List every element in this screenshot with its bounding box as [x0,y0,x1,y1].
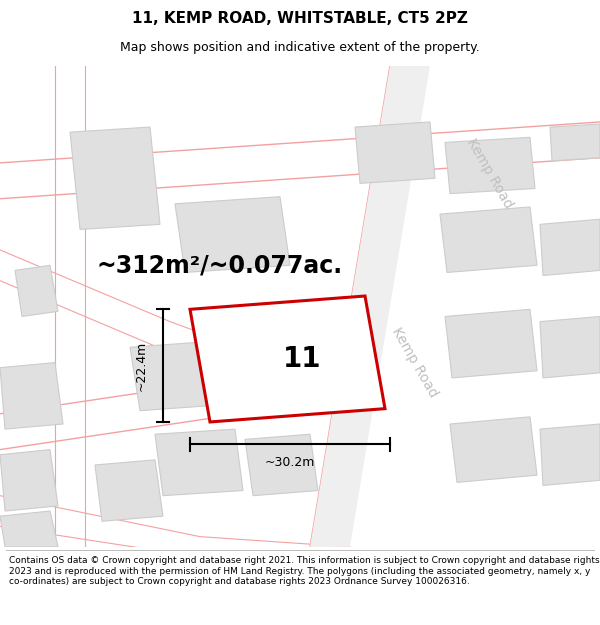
Polygon shape [540,316,600,378]
Polygon shape [310,66,430,547]
Text: ~22.4m: ~22.4m [134,341,148,391]
Text: 11: 11 [283,345,322,373]
Polygon shape [355,122,435,183]
Polygon shape [445,309,537,378]
Polygon shape [190,296,385,422]
Polygon shape [175,197,290,272]
Polygon shape [155,429,243,496]
Text: Contains OS data © Crown copyright and database right 2021. This information is : Contains OS data © Crown copyright and d… [9,556,599,586]
Polygon shape [440,207,537,272]
Text: ~312m²/~0.077ac.: ~312m²/~0.077ac. [97,253,343,278]
Polygon shape [445,138,535,194]
Text: Map shows position and indicative extent of the property.: Map shows position and indicative extent… [120,41,480,54]
Polygon shape [70,127,160,229]
Polygon shape [540,219,600,276]
Polygon shape [550,124,600,161]
Polygon shape [0,362,63,429]
Text: Kemp Road: Kemp Road [464,136,515,211]
Polygon shape [0,449,58,511]
Polygon shape [15,265,58,316]
Polygon shape [450,417,537,482]
Polygon shape [540,424,600,486]
Polygon shape [0,511,58,547]
Text: ~30.2m: ~30.2m [265,456,315,469]
Text: Kemp Road: Kemp Road [389,325,440,400]
Polygon shape [95,460,163,521]
Polygon shape [130,340,240,411]
Polygon shape [245,434,318,496]
Text: 11, KEMP ROAD, WHITSTABLE, CT5 2PZ: 11, KEMP ROAD, WHITSTABLE, CT5 2PZ [132,11,468,26]
